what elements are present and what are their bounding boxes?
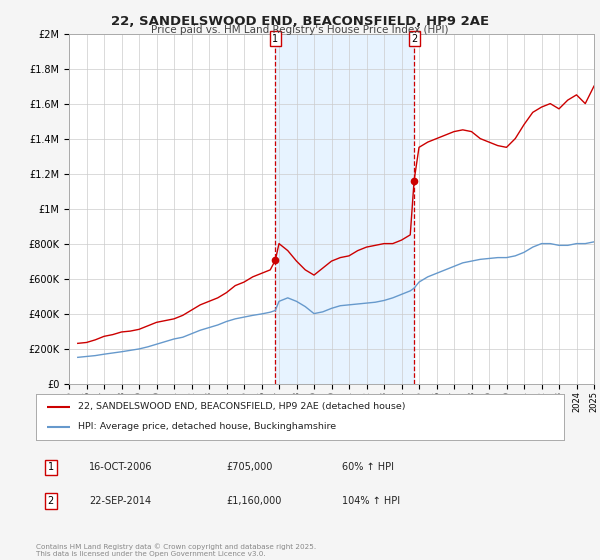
Text: 2: 2 <box>411 34 417 44</box>
Text: 16-OCT-2006: 16-OCT-2006 <box>89 463 152 473</box>
Text: 1: 1 <box>48 463 54 473</box>
Text: 2: 2 <box>47 496 54 506</box>
Text: 22-SEP-2014: 22-SEP-2014 <box>89 496 151 506</box>
Text: 22, SANDELSWOOD END, BEACONSFIELD, HP9 2AE: 22, SANDELSWOOD END, BEACONSFIELD, HP9 2… <box>111 15 489 27</box>
Text: Contains HM Land Registry data © Crown copyright and database right 2025.
This d: Contains HM Land Registry data © Crown c… <box>36 544 316 557</box>
Text: 1: 1 <box>272 34 278 44</box>
Text: £1,160,000: £1,160,000 <box>226 496 281 506</box>
Text: 22, SANDELSWOOD END, BEACONSFIELD, HP9 2AE (detached house): 22, SANDELSWOOD END, BEACONSFIELD, HP9 2… <box>78 402 406 411</box>
Text: Price paid vs. HM Land Registry's House Price Index (HPI): Price paid vs. HM Land Registry's House … <box>151 25 449 35</box>
Text: 104% ↑ HPI: 104% ↑ HPI <box>342 496 400 506</box>
Bar <box>275 34 414 384</box>
Text: HPI: Average price, detached house, Buckinghamshire: HPI: Average price, detached house, Buck… <box>78 422 337 431</box>
Text: £705,000: £705,000 <box>226 463 272 473</box>
Text: 60% ↑ HPI: 60% ↑ HPI <box>342 463 394 473</box>
